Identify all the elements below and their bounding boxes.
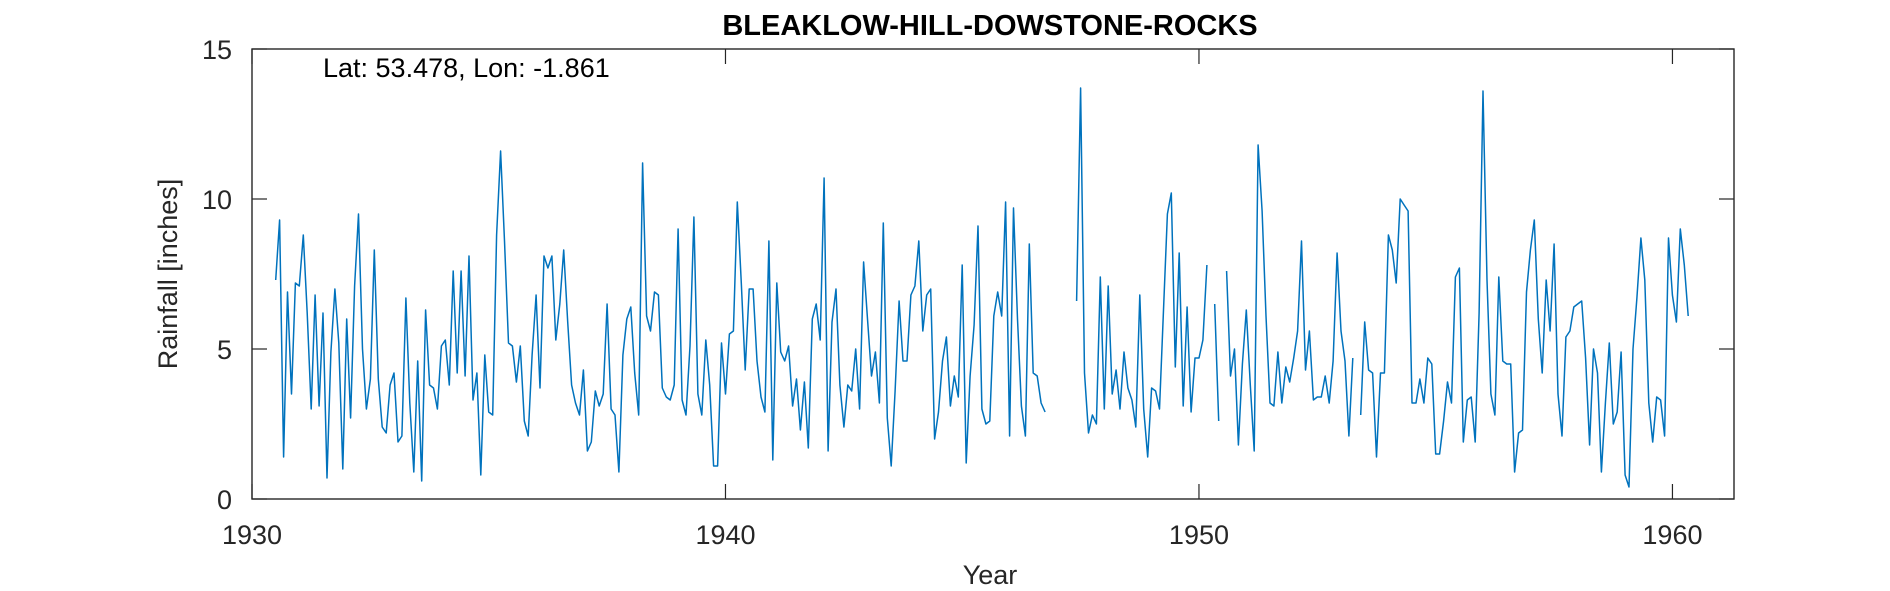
rainfall-series bbox=[274, 87, 1689, 488]
plot-box bbox=[251, 48, 1735, 500]
y-tick-label: 15 bbox=[202, 35, 232, 65]
axis-tick-labels: 1930 1940 1950 1960 0 5 10 15 bbox=[202, 35, 1703, 550]
y-axis-label: Rainfall [inches] bbox=[153, 179, 183, 370]
rainfall-line bbox=[274, 87, 1689, 488]
plot-axes bbox=[251, 48, 1735, 500]
y-tick-label: 0 bbox=[217, 485, 232, 515]
y-tick-label: 5 bbox=[217, 335, 232, 365]
axis-ticks bbox=[251, 48, 1734, 500]
x-tick-label: 1940 bbox=[695, 520, 755, 550]
y-tick-label: 10 bbox=[202, 185, 232, 215]
x-axis-label: Year bbox=[963, 560, 1018, 590]
location-annotation: Lat: 53.478, Lon: -1.861 bbox=[323, 53, 610, 83]
chart-title: BLEAKLOW-HILL-DOWSTONE-ROCKS bbox=[722, 10, 1257, 42]
x-tick-label: 1960 bbox=[1642, 520, 1702, 550]
x-tick-label: 1930 bbox=[222, 520, 282, 550]
x-tick-label: 1950 bbox=[1169, 520, 1229, 550]
